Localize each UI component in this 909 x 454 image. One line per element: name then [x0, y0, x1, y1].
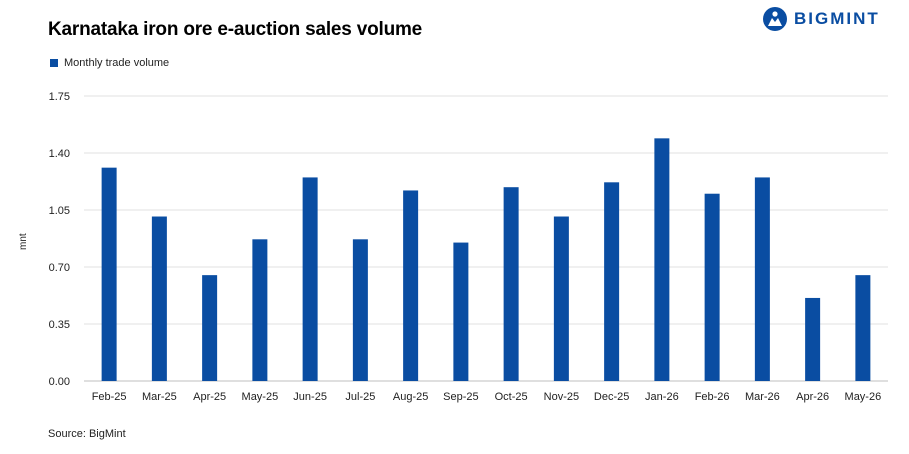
bar	[604, 182, 620, 381]
bar	[252, 239, 268, 381]
bar	[654, 138, 670, 381]
x-tick-label: Jun-25	[293, 391, 327, 403]
chart-legend: Monthly trade volume	[50, 57, 169, 69]
bar	[503, 187, 519, 381]
x-tick-label: Apr-26	[796, 391, 829, 403]
y-tick-label: 1.05	[49, 205, 70, 217]
x-tick-label: Feb-26	[695, 391, 730, 403]
x-tick-label: May-25	[242, 391, 279, 403]
bigmint-logo: BIGMINT	[762, 6, 880, 32]
bar	[855, 275, 871, 381]
bar	[151, 216, 167, 381]
x-tick-label: Oct-25	[495, 391, 528, 403]
logo-icon	[763, 7, 787, 31]
legend-label: Monthly trade volume	[64, 57, 170, 69]
bar	[202, 275, 218, 381]
x-tick-label: Jan-26	[645, 391, 679, 403]
y-tick-label: 1.75	[49, 91, 70, 103]
x-tick-label: May-26	[845, 391, 882, 403]
x-tick-label: Sep-25	[443, 391, 478, 403]
x-tick-label: Aug-25	[393, 391, 428, 403]
legend-swatch	[50, 59, 58, 67]
bar	[754, 177, 770, 381]
x-tick-label: Nov-25	[544, 391, 579, 403]
x-tick-label: Mar-26	[745, 391, 780, 403]
x-tick-label: Apr-25	[193, 391, 226, 403]
bar	[101, 167, 117, 381]
source-note: Source: BigMint	[48, 428, 126, 440]
y-tick-label: 0.70	[49, 262, 70, 274]
bar	[805, 297, 821, 381]
y-tick-label: 0.00	[49, 376, 70, 388]
x-tick-label: Dec-25	[594, 391, 629, 403]
bar	[302, 177, 318, 381]
bar	[352, 239, 368, 381]
x-tick-label: Mar-25	[142, 391, 177, 403]
bar	[453, 242, 469, 381]
bar	[553, 216, 569, 381]
bar	[704, 193, 720, 381]
y-tick-label: 1.40	[49, 148, 70, 160]
logo-text: BIGMINT	[794, 9, 880, 28]
x-tick-label: Feb-25	[92, 391, 127, 403]
chart-title: Karnataka iron ore e-auction sales volum…	[48, 19, 423, 40]
y-tick-label: 0.35	[49, 319, 70, 331]
x-tick-label: Jul-25	[345, 391, 375, 403]
bar	[403, 190, 419, 381]
